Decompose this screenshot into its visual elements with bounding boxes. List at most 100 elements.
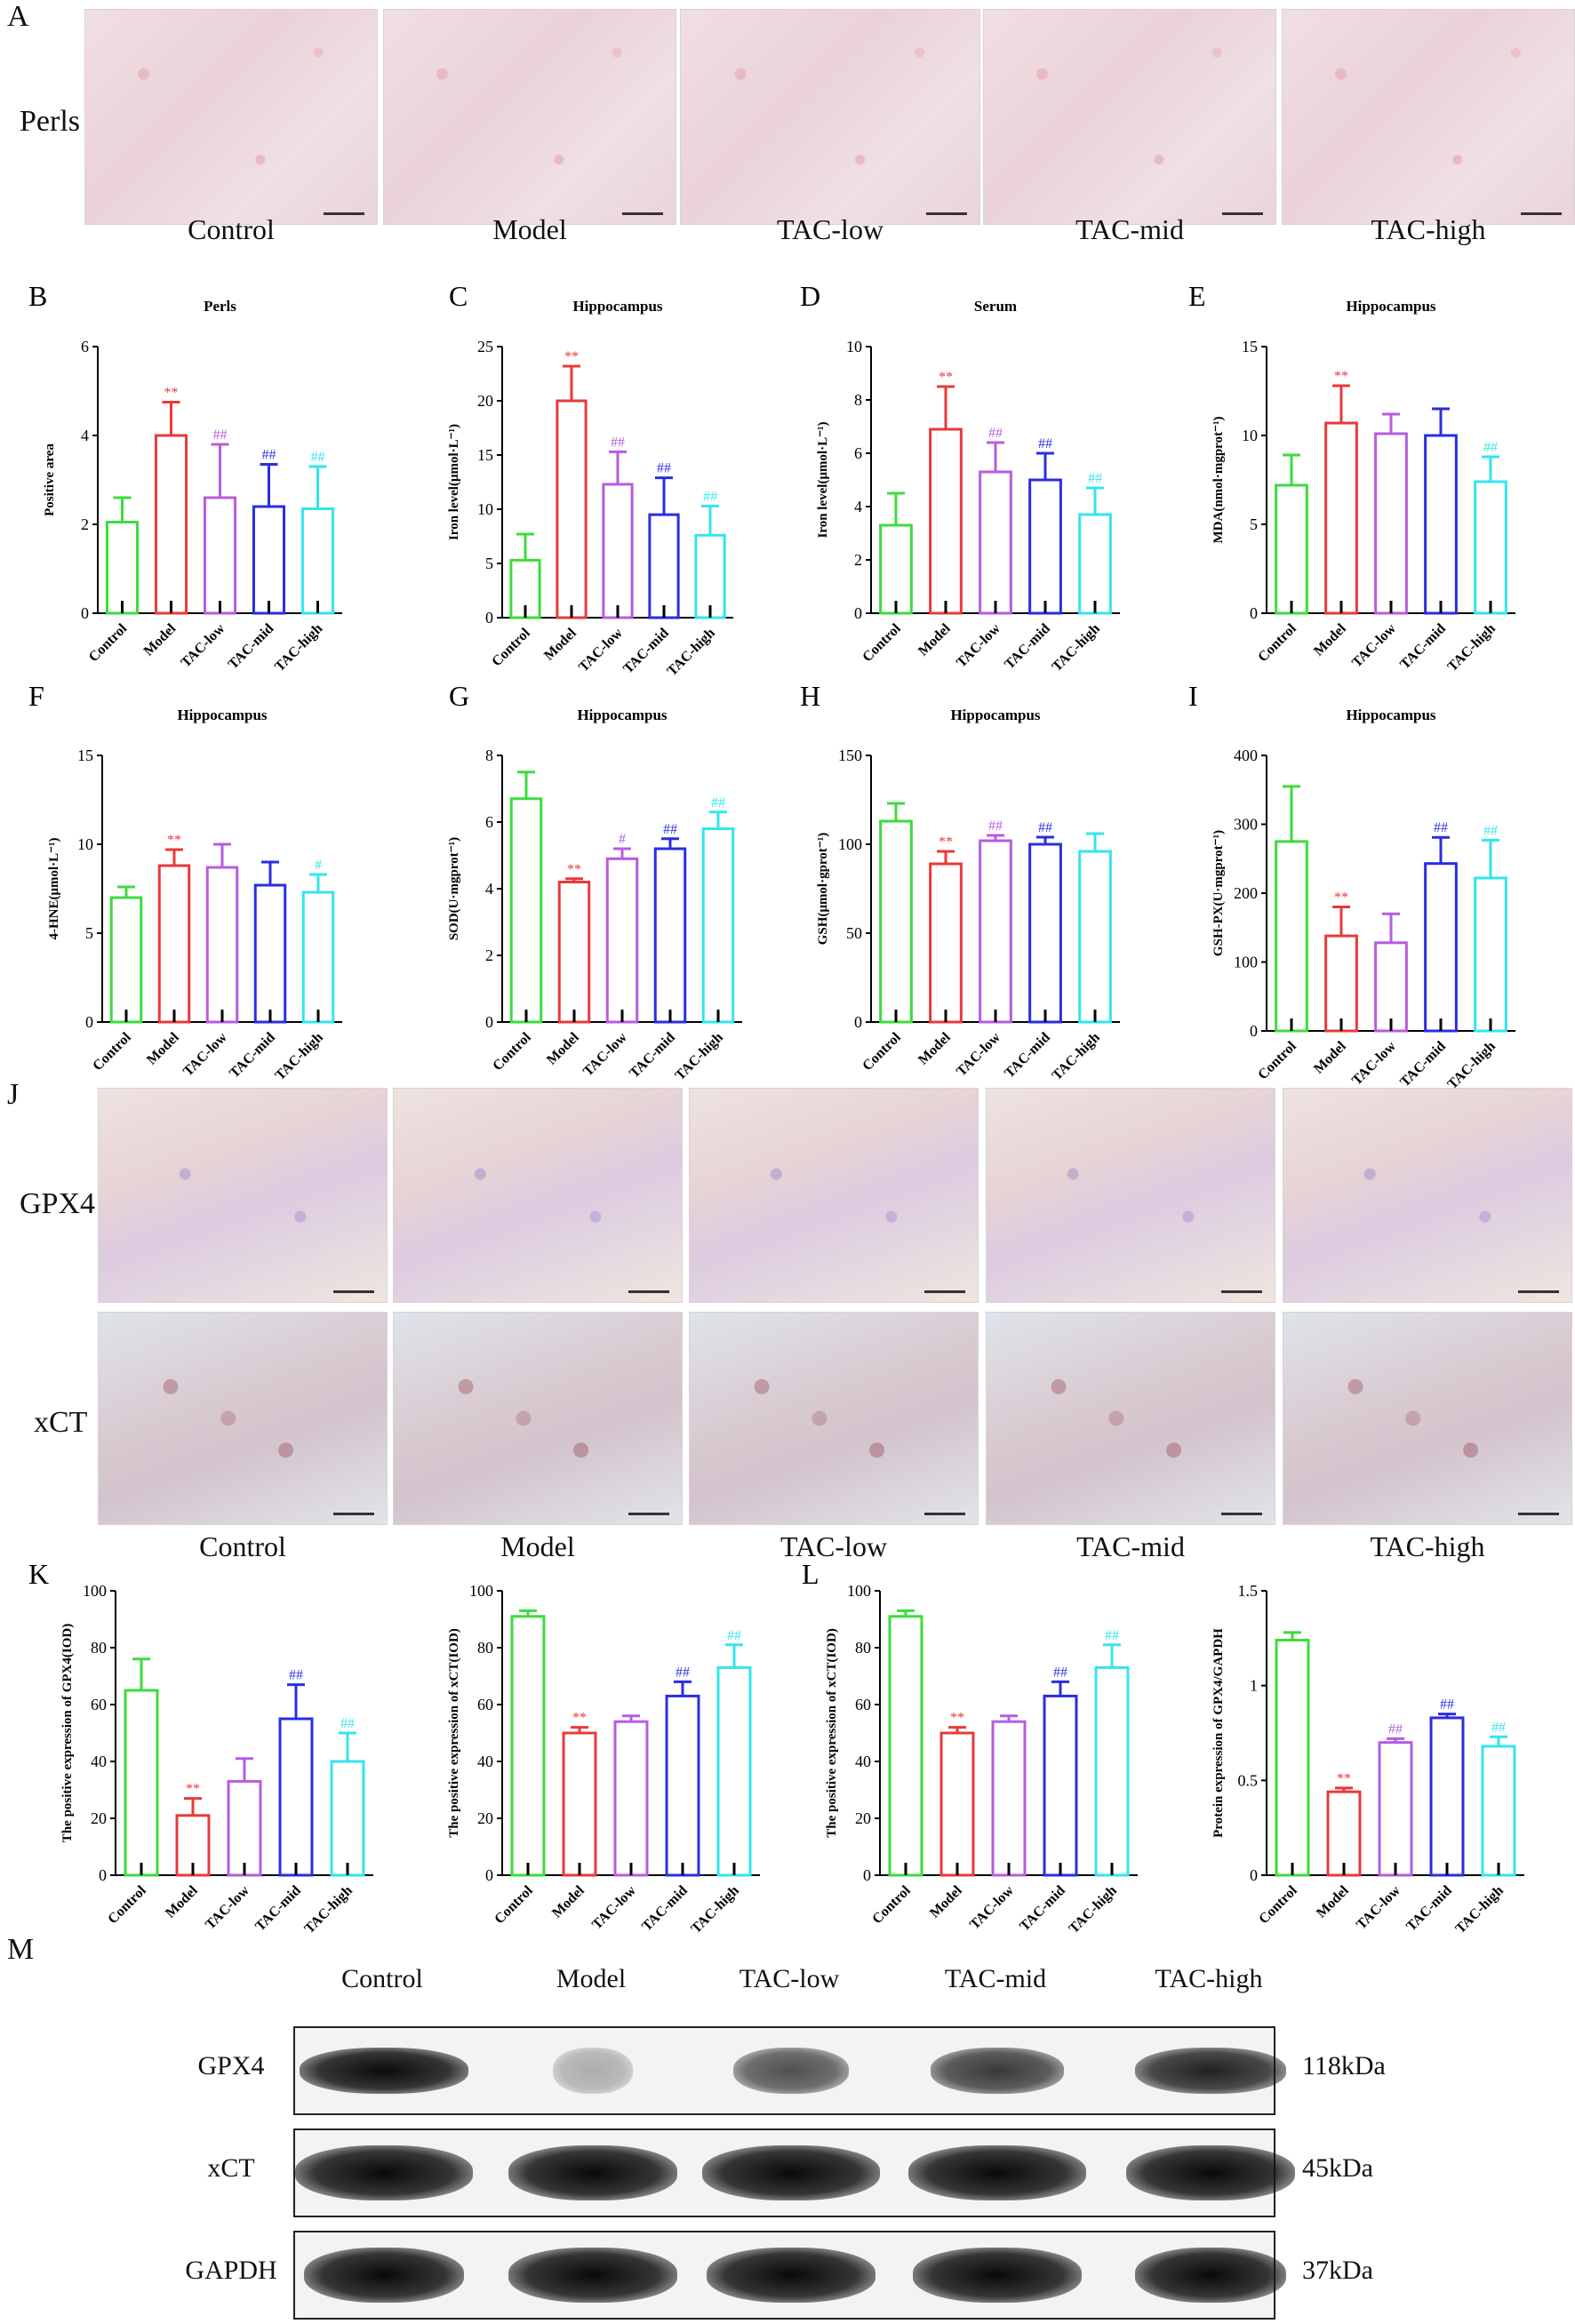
x-tick-label: Control [1255,1038,1299,1082]
y-tick-label: 100 [1234,954,1258,971]
y-axis-label: The positive expression of xCT(IOD) [825,1628,839,1838]
x-tick-label: TAC-low [954,620,1003,670]
significance-mark: ## [663,822,677,837]
x-tick-label: TAC-mid [1403,1883,1455,1935]
blot-band [908,2145,1086,2200]
x-tick-label: Model [144,1029,182,1067]
bar-model [1324,934,1358,1033]
blot-strip-gpx4 [293,2026,1286,2115]
x-tick-label: TAC-high [1067,1883,1120,1937]
bar-model [929,862,963,1024]
y-tick-label: 60 [855,1696,871,1713]
blot-band [553,2048,633,2094]
x-tick-label: Control [859,620,904,665]
y-tick-label: 8 [854,391,862,409]
blot-row-label-xct: xCT [207,2153,255,2183]
chart-svg: 0 20 40 60 80 100 The positive expression of x… [447,1582,760,1937]
blot-lane-label: TAC-low [739,1964,840,1993]
significance-mark: ## [727,1628,741,1643]
x-tick-label: Model [549,1882,588,1921]
chart-b: B Perls 0 2 4 6 Positive area Control ** Model ## T… [18,280,409,702]
xct-micrograph-tac-low [689,1312,979,1525]
gpx4-row-label: GPX4 [20,1187,96,1220]
chart-title: Hippocampus [572,298,662,315]
y-tick-label: 5 [85,924,93,942]
blot-band [707,2248,875,2303]
chart-k2: 0 20 40 60 80 100 The positive expression of x… [404,1573,795,1991]
panel-letter: H [800,680,820,712]
significance-mark: ## [988,426,1003,441]
panel-letter: I [1188,680,1198,712]
y-tick-label: 0 [81,604,89,622]
bar-tac-mid [253,883,287,1024]
x-tick-label: Model [141,620,180,659]
x-tick-label: TAC-low [203,1882,252,1932]
scale-bar [926,212,967,215]
x-tick-label: Model [915,620,954,659]
bar-model [157,864,191,1024]
perls-micrograph-model [383,9,676,225]
significance-mark: ## [611,435,625,450]
y-tick-label: 100 [83,1582,107,1600]
y-axis-label: GSH-PX(U·mgprot⁻¹) [1211,830,1226,956]
x-tick-label: TAC-high [302,1883,356,1937]
xct-micrograph-tac-mid [986,1312,1275,1525]
scale-bar [324,212,364,215]
bar-tac-mid [1429,1716,1465,1877]
panel-letter: B [28,280,47,312]
scale-bar [1221,1290,1262,1293]
blot-band [1135,2248,1286,2303]
x-tick-label: TAC-low [1354,1882,1403,1932]
y-tick-label: 5 [485,555,493,572]
significance-mark: ** [564,349,579,364]
bar-tac-low [227,1779,262,1877]
chart-h: H Hippocampus 0 50 100 150 GSH(μmol·gprot⁻¹) Co… [782,680,1173,1102]
y-tick-label: 20 [477,392,493,410]
significance-mark: ## [1105,1628,1119,1643]
bar-control [888,1615,923,1877]
x-tick-label: TAC-high [1050,1030,1103,1083]
blot-band [508,2248,677,2303]
x-tick-label: Control [489,625,533,669]
y-tick-label: 15 [77,747,93,764]
gpx4-micrograph-control [98,1088,388,1303]
blot-size-gapdh: 37kDa [1302,2256,1373,2285]
x-tick-label: TAC-mid [1397,621,1449,673]
x-tick-label: Control [90,1029,134,1074]
bar-control [509,797,543,1024]
y-tick-label: 40 [91,1753,107,1770]
significance-mark: ## [1483,823,1498,838]
significance-mark: ## [1038,820,1052,835]
blot-strip-gapdh [293,2231,1286,2320]
x-tick-label: TAC-low [589,1882,639,1932]
x-tick-label: TAC-high [1445,1039,1499,1092]
bar-tac-low [1374,432,1408,615]
chart-svg: G Hippocampus 0 2 4 6 8 SOD(U·mgprot⁻¹) Control *… [447,680,742,1083]
significance-mark: ## [1088,471,1102,486]
bar-tac-low [979,470,1012,615]
perls-row-label: Perls [20,105,80,138]
y-tick-label: 2 [854,551,862,569]
blot-band [1126,2145,1295,2200]
x-tick-label: TAC-mid [639,1883,691,1935]
y-tick-label: 6 [81,338,89,355]
y-tick-label: 80 [855,1639,871,1657]
ihc-group-label: TAC-low [780,1530,888,1562]
significance-mark: ## [657,461,671,476]
y-tick-label: 200 [1234,884,1258,902]
x-tick-label: Model [927,1882,965,1921]
bar-tac-high [1078,850,1112,1024]
blot-band [304,2248,464,2303]
y-tick-label: 0 [1250,1866,1258,1884]
bar-control [879,819,913,1024]
x-tick-label: TAC-high [273,1030,326,1083]
y-tick-label: 4 [854,498,862,515]
bar-model [1324,421,1358,615]
blot-size-xct: 45kDa [1302,2153,1373,2183]
y-tick-label: 10 [846,338,862,355]
significance-mark: ## [676,1665,690,1680]
blot-row-label-gapdh: GAPDH [185,2256,277,2285]
significance-mark: ## [289,1668,303,1683]
y-tick-label: 80 [91,1639,107,1657]
x-tick-label: TAC-mid [252,1883,304,1935]
